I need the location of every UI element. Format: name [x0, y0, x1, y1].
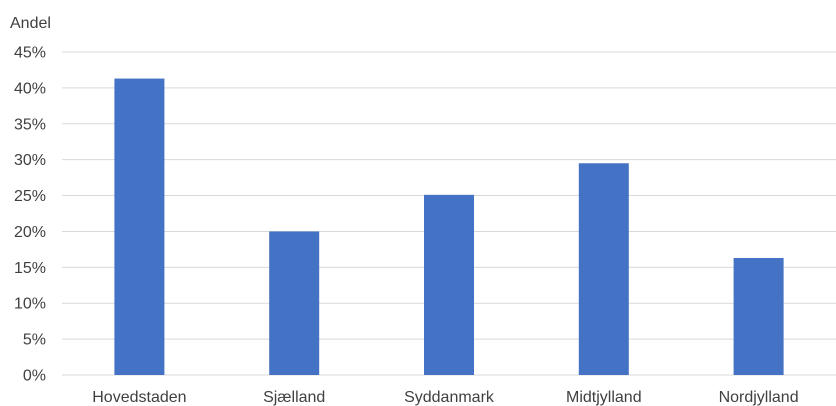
y-tick-label: 20%	[14, 224, 46, 241]
y-tick-label: 45%	[14, 45, 46, 62]
bar	[269, 231, 320, 375]
y-tick-label: 25%	[14, 188, 46, 205]
x-tick-label: Midtjylland	[566, 389, 642, 406]
y-tick-label: 15%	[14, 260, 46, 277]
y-tick-label: 35%	[14, 116, 46, 133]
y-tick-label: 10%	[14, 296, 46, 313]
bars	[114, 78, 784, 376]
y-tick-label: 0%	[23, 368, 46, 385]
bar	[424, 194, 474, 375]
x-axis-ticks: Hovedstaden Sjælland Syddanmark Midtjylland…	[92, 389, 798, 406]
y-tick-label: 5%	[23, 332, 46, 349]
y-tick-label: 30%	[14, 152, 46, 169]
x-tick-label: Nordjylland	[719, 389, 799, 406]
bar	[114, 78, 165, 376]
x-tick-label: Hovedstaden	[92, 389, 186, 406]
x-tick-label: Sjælland	[263, 389, 325, 406]
y-axis-ticks: 0% 5% 10% 15% 20% 25% 30% 35% 40% 45%	[14, 45, 46, 385]
y-axis-label: Andel	[10, 15, 51, 32]
y-tick-label: 40%	[14, 80, 46, 97]
x-tick-label: Syddanmark	[404, 389, 495, 406]
bar	[733, 258, 784, 375]
bar	[578, 163, 629, 375]
